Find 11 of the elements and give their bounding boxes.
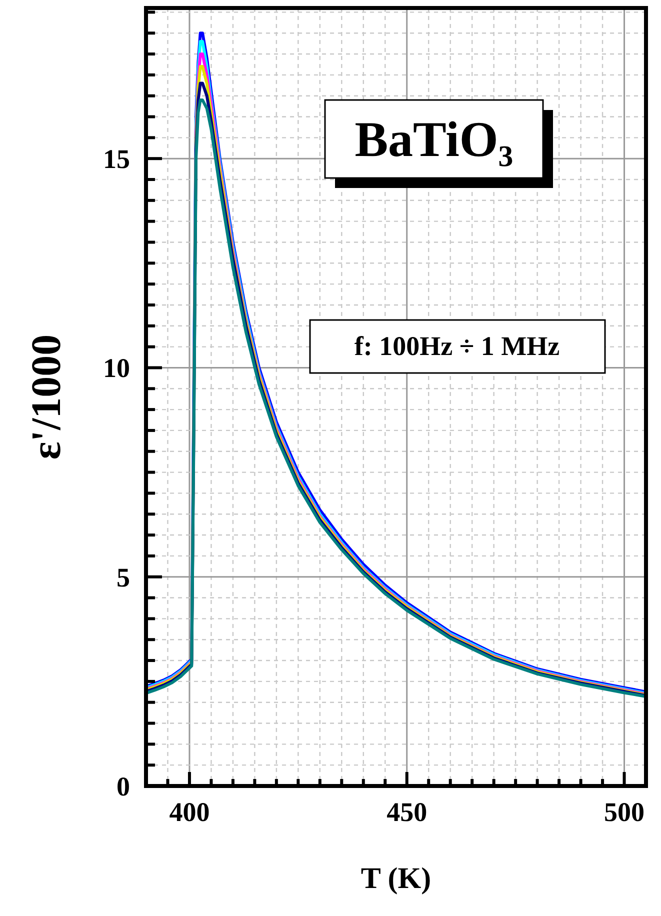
annotation: BaTiO₃ — [354, 111, 514, 167]
x-tick-label: 400 — [169, 797, 210, 827]
x-axis-title: T (K) — [360, 862, 432, 895]
x-tick-label: 500 — [604, 797, 645, 827]
y-tick-label: 10 — [103, 353, 130, 384]
y-tick-label: 0 — [116, 771, 130, 802]
y-tick-label: 5 — [116, 562, 130, 592]
annotation: f: 100Hz ÷ 1 MHz — [354, 331, 560, 361]
y-axis-title: ε'/1000 — [24, 334, 70, 460]
x-tick-label: 450 — [386, 797, 428, 827]
y-tick-label: 15 — [103, 144, 130, 174]
